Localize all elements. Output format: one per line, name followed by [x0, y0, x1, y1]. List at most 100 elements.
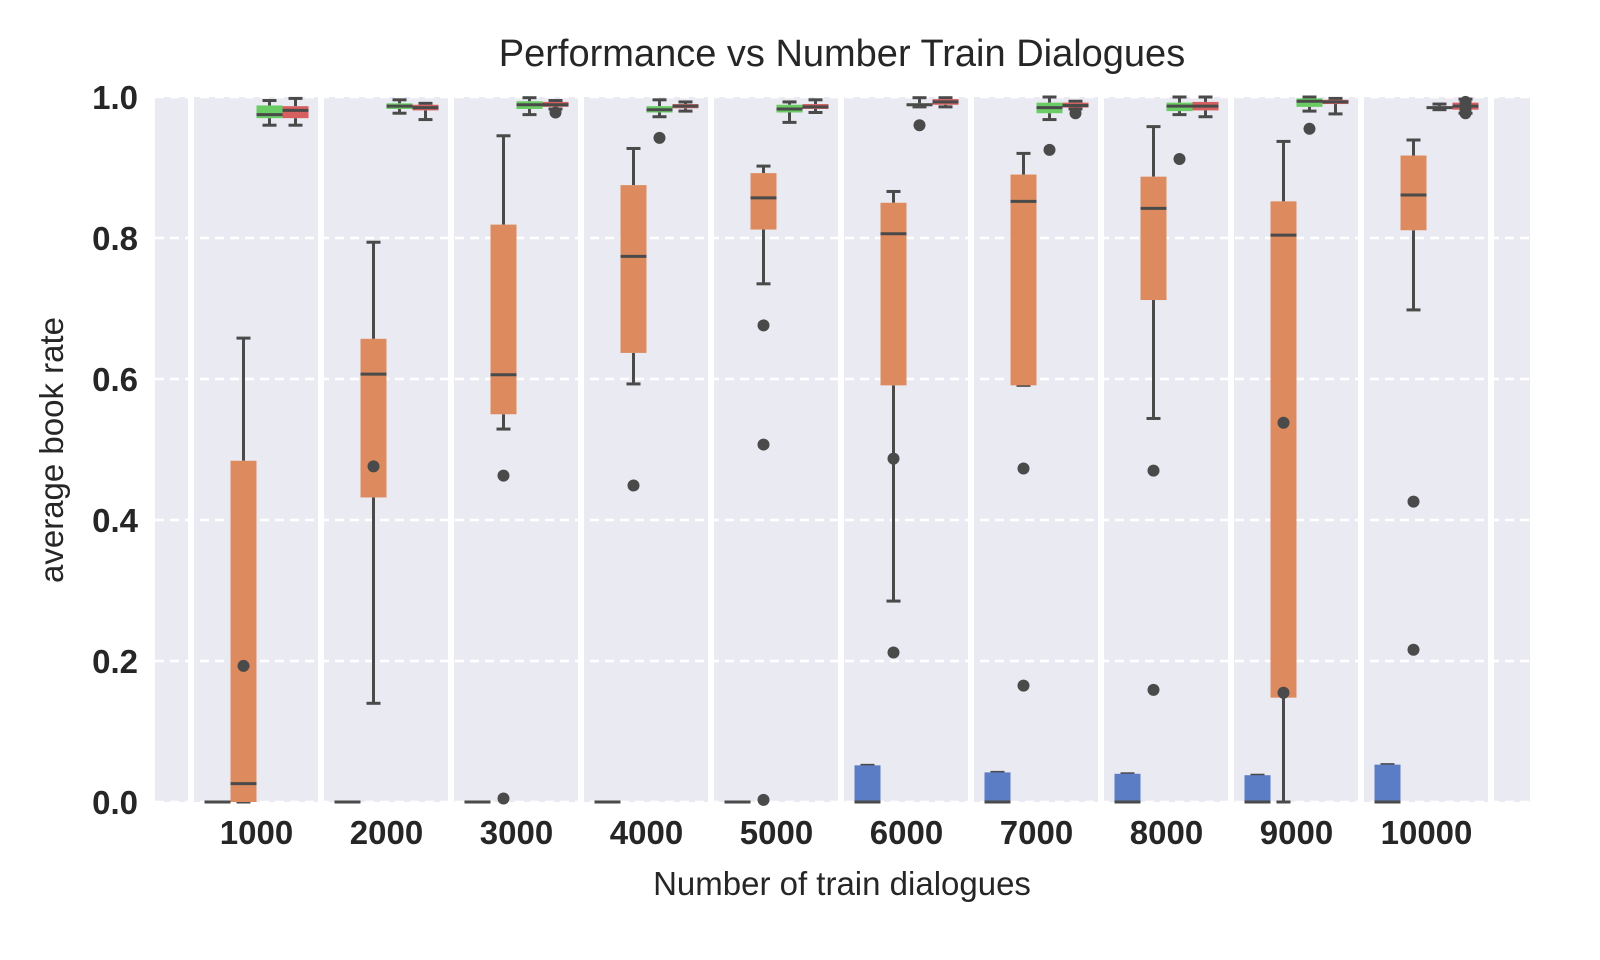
box-iqr [1114, 773, 1141, 802]
box-plot-item [204, 800, 231, 804]
outlier-point [367, 460, 380, 473]
box-iqr [230, 460, 257, 802]
box-plot-item [854, 763, 881, 804]
y-tick-label: 0.8 [92, 220, 138, 257]
outlier-point [1277, 686, 1290, 699]
x-tick-labels: 1000 2000 3000 4000 5000 6000 7000 8000 9000 1000… [220, 814, 1473, 851]
outlier-point [1407, 643, 1420, 656]
box-plot-item [1010, 151, 1037, 692]
box-plot-item [672, 100, 699, 113]
box-iqr [1400, 155, 1427, 231]
box-iqr [880, 202, 907, 386]
box-plot-item [1192, 95, 1219, 119]
outlier-point [1459, 95, 1472, 108]
y-tick-label: 0.2 [92, 643, 138, 680]
outlier-point [237, 659, 250, 672]
box-plot-item [984, 770, 1011, 804]
outlier-point [887, 646, 900, 659]
box-plot-item [594, 800, 621, 804]
outlier-point [497, 469, 510, 482]
box-iqr [1010, 174, 1037, 386]
y-tick-label: 1.0 [92, 79, 138, 116]
box-plot-item [1244, 773, 1271, 804]
outlier-point [1173, 153, 1186, 166]
outlier-point [757, 319, 770, 332]
box-iqr [854, 765, 881, 802]
box-plot-item [1036, 95, 1063, 156]
outlier-point [1043, 143, 1056, 156]
outlier-point [1147, 683, 1160, 696]
x-tick-label: 3000 [480, 814, 553, 851]
box-plot-item [1114, 772, 1141, 804]
box-plot-item [282, 96, 309, 127]
x-tick-label: 5000 [740, 814, 813, 851]
y-axis-label: average book rate [33, 317, 70, 583]
outlier-point [1017, 679, 1030, 692]
box-plot-item [906, 96, 933, 132]
box-plot-item [1140, 125, 1167, 696]
box-plot-item [1062, 99, 1089, 120]
box-plot-item [490, 134, 517, 805]
outlier-point [627, 479, 640, 492]
box-iqr [984, 772, 1011, 802]
boxes-layer [204, 95, 1479, 806]
box-plot-item [932, 96, 959, 109]
outlier-point [497, 792, 510, 805]
box-plot-item [1374, 763, 1401, 804]
x-tick-label: 6000 [870, 814, 943, 851]
y-tick-label: 0.0 [92, 784, 138, 821]
box-iqr [282, 106, 309, 119]
outlier-point [549, 106, 562, 119]
box-iqr [1270, 201, 1297, 698]
box-iqr [1374, 764, 1401, 802]
box-plot-item [230, 336, 257, 804]
box-plot-item [516, 96, 543, 117]
y-tick-label: 0.4 [92, 502, 139, 539]
x-tick-label: 10000 [1381, 814, 1473, 851]
x-tick-label: 7000 [1000, 814, 1073, 851]
box-plot-item [256, 99, 283, 127]
y-tick-label: 0.6 [92, 361, 138, 398]
x-tick-label: 1000 [220, 814, 293, 851]
box-plot-item [1166, 95, 1193, 166]
box-iqr [750, 173, 777, 230]
box-plot-item [412, 101, 439, 122]
box-plot-item [1426, 102, 1453, 112]
box-plot-item [360, 240, 387, 705]
box-plot-item [464, 800, 491, 804]
outlier-point [653, 131, 666, 144]
box-plot-item [750, 164, 777, 806]
outlier-point [913, 119, 926, 132]
outlier-point [757, 438, 770, 451]
chart-title: Performance vs Number Train Dialogues [499, 33, 1185, 75]
outlier-point [1147, 464, 1160, 477]
box-plot-item [724, 800, 751, 804]
outlier-point [1017, 462, 1030, 475]
box-plot-item [1452, 95, 1479, 120]
y-tick-labels: 0.0 0.2 0.4 0.6 0.8 1.0 [92, 79, 139, 821]
box-plot-item [776, 100, 803, 124]
x-axis-label: Number of train dialogues [653, 865, 1031, 902]
category-separators [188, 97, 1494, 802]
box-plot-item [542, 99, 569, 119]
box-iqr [620, 185, 647, 353]
box-plot-item [802, 98, 829, 115]
box-plot-item [386, 98, 413, 115]
box-iqr [1140, 176, 1167, 301]
box-iqr [490, 224, 517, 415]
outlier-point [757, 793, 770, 806]
box-plot-item [1270, 139, 1297, 804]
x-tick-label: 9000 [1260, 814, 1333, 851]
outlier-point [1407, 495, 1420, 508]
box-iqr [256, 105, 283, 119]
box-plot-item [334, 800, 361, 804]
box-iqr [1244, 775, 1271, 802]
outlier-point [1069, 107, 1082, 120]
box-plot-item [880, 189, 907, 659]
outlier-point [1277, 416, 1290, 429]
outlier-point [1303, 122, 1316, 135]
box-plot-item [1296, 95, 1323, 135]
box-iqr [360, 338, 387, 498]
x-tick-label: 2000 [350, 814, 423, 851]
